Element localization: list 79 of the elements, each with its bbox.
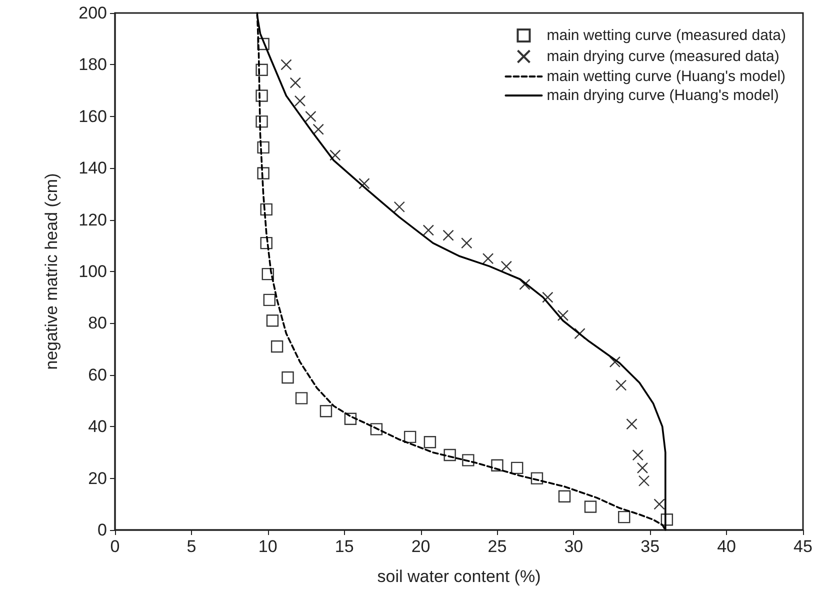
y-tick-label: 0 [98,520,107,540]
y-tick-label: 80 [88,314,107,333]
point [394,201,405,212]
y-tick-label: 40 [88,417,107,436]
point [558,490,571,502]
point [257,141,270,154]
point [530,472,544,484]
point [256,90,268,102]
point [500,260,512,272]
x-tick-label: 5 [186,537,196,556]
point [262,268,274,280]
point [312,124,324,135]
point [615,380,627,391]
point [370,423,383,436]
x-tick-label: 10 [258,537,278,556]
point [295,392,308,404]
y-axis-title: negative matric head (cm) [42,173,61,370]
point [270,340,284,353]
point [519,278,530,290]
y-tick-label: 160 [78,106,107,126]
y-tick-label: 200 [78,4,107,22]
point [260,203,272,216]
legend-label: main wetting curve (measured data) [546,27,786,44]
x-tick-label: 35 [640,537,660,556]
point [618,510,630,524]
point [256,64,268,76]
x-tick-label: 15 [334,537,354,556]
legend-label: main drying curve (measured data) [546,48,780,65]
x-axis-title: soil water content (%) [377,567,541,586]
point [256,115,268,128]
point [290,77,302,88]
point [257,38,270,50]
y-tick-label: 140 [78,158,107,178]
point [280,59,292,70]
point [638,475,650,486]
point [442,230,454,241]
point [574,328,586,340]
point [305,110,316,122]
y-tick-label: 180 [78,55,107,74]
x-tick-label: 0 [110,537,120,556]
point [282,371,294,384]
x-tick-label: 40 [717,537,736,556]
point [422,224,434,236]
point [636,462,648,474]
point [424,436,436,448]
point [263,294,276,306]
x-tick-label: 25 [488,537,507,556]
point [557,310,569,322]
y-tick-label: 20 [88,468,107,488]
point [266,314,279,327]
point [660,514,674,526]
point [444,448,456,462]
legend-label: main drying curve (Huang's model) [546,87,779,104]
legend-label: main wetting curve (Huang's model) [546,68,786,85]
point [609,356,621,368]
point [330,150,341,161]
point [404,430,416,444]
y-tick-label: 120 [78,210,107,230]
point [542,292,554,303]
point [461,237,472,249]
point [632,449,644,461]
x-tick-label: 20 [411,537,430,556]
point [320,404,332,418]
point [584,500,597,513]
point [358,178,370,190]
point [260,236,272,250]
y-tick-label: 60 [88,365,107,384]
point [491,459,504,472]
point [257,167,270,180]
point [462,454,474,466]
point [626,418,638,430]
point [344,412,357,425]
point [654,498,665,510]
point [294,95,306,106]
x-tick-label: 45 [794,537,812,556]
point [482,252,494,264]
y-tick-label: 100 [78,262,107,281]
x-tick-label: 30 [564,537,584,556]
point [511,462,524,474]
